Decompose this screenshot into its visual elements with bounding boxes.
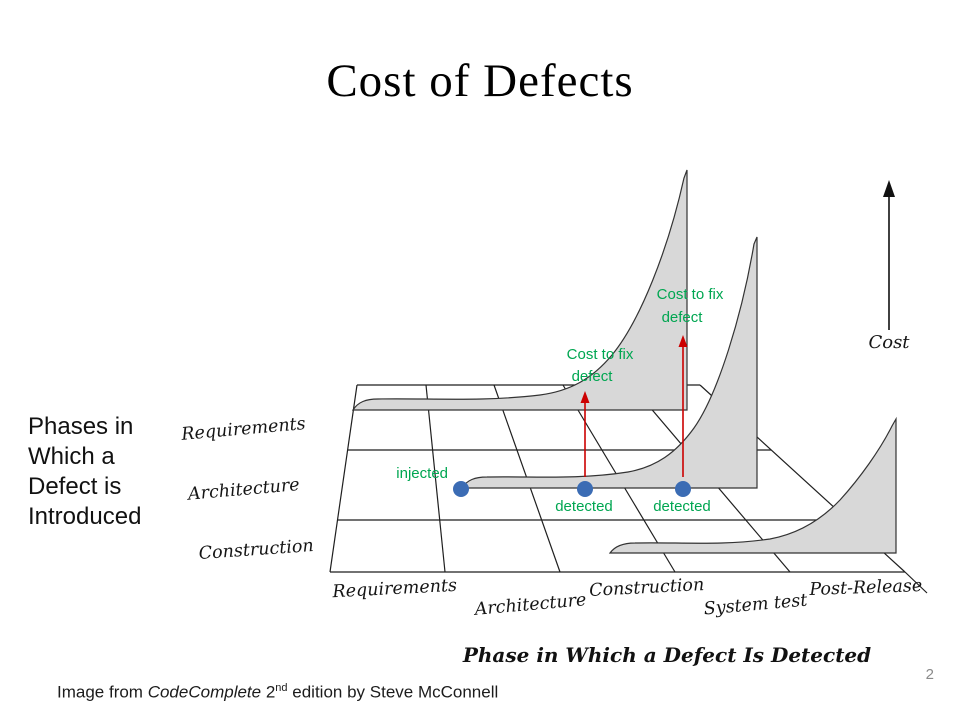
introduced-axis-note-line: Introduced: [28, 503, 142, 530]
introduced-phase-labels: Requirements Architecture Construction: [180, 414, 315, 564]
introduced-axis-note-line: Phases in: [28, 413, 134, 440]
cost-axis-arrowhead-icon: [883, 180, 895, 197]
cost-axis: Cost: [868, 180, 910, 353]
detected-label-2: detected: [653, 498, 711, 515]
detected-axis-title: Phase in Which a Defect Is Detected: [462, 643, 871, 667]
cost-to-fix-label-1: Cost to fix defect: [567, 346, 634, 385]
construction-defects-curve: [608, 416, 897, 554]
floor-grid: [329, 384, 928, 594]
cost-axis-label: Cost: [868, 332, 910, 353]
cost-to-fix-arrow-2: [678, 335, 688, 477]
grid-corner-line: [904, 571, 928, 594]
detected-phase-label: Construction: [589, 575, 705, 601]
introduced-phase-label: Requirements: [180, 414, 307, 445]
image-credit: Image from CodeComplete 2nd edition by S…: [57, 682, 498, 703]
detected-phase-label: System test: [703, 590, 809, 619]
introduced-axis-note-line: Defect is: [28, 473, 122, 500]
requirements-defects-curve: [351, 169, 688, 411]
introduced-axis-note: Phases in Which a Defect is Introduced: [28, 412, 141, 532]
cost-to-fix-arrow-1: [580, 391, 590, 477]
credit-book-title: CodeComplete: [147, 682, 262, 702]
credit-edition-ordinal: nd: [275, 682, 288, 694]
cost-to-fix-line1: Cost to fix: [657, 286, 724, 303]
cost-to-fix-label-2: Cost to fix defect: [657, 286, 724, 326]
detected-dot-1: [577, 481, 593, 497]
red-arrow-head-icon: [580, 391, 590, 403]
detected-label-1: detected: [555, 498, 613, 515]
credit-edition-number: 2: [261, 682, 276, 702]
cost-to-fix-line1: Cost to fix: [567, 346, 634, 363]
cost-to-fix-line2: defect: [572, 368, 614, 385]
detected-dot-2: [675, 481, 691, 497]
red-arrow-head-icon: [678, 335, 688, 347]
credit-prefix: Image from: [57, 682, 148, 702]
detected-phase-label: Architecture: [472, 590, 587, 620]
introduced-axis-note-line: Which a: [28, 443, 115, 470]
credit-suffix: edition by Steve McConnell: [287, 682, 499, 702]
grid-column-line: [329, 384, 358, 573]
injected-label: injected: [396, 465, 448, 482]
grid-column-line: [425, 384, 446, 573]
introduced-phase-label: Construction: [198, 536, 314, 564]
injected-dot: [453, 481, 469, 497]
page-number: 2: [925, 666, 934, 683]
cost-to-fix-line2: defect: [662, 309, 704, 326]
architecture-defects-curve: [460, 236, 758, 489]
introduced-phase-label: Architecture: [185, 475, 300, 505]
detected-phase-labels: Requirements Architecture Construction S…: [331, 575, 923, 620]
detected-phase-label: Requirements: [331, 576, 457, 603]
detected-phase-label: Post-Release: [808, 576, 922, 600]
slide-title: Cost of Defects: [326, 55, 634, 107]
